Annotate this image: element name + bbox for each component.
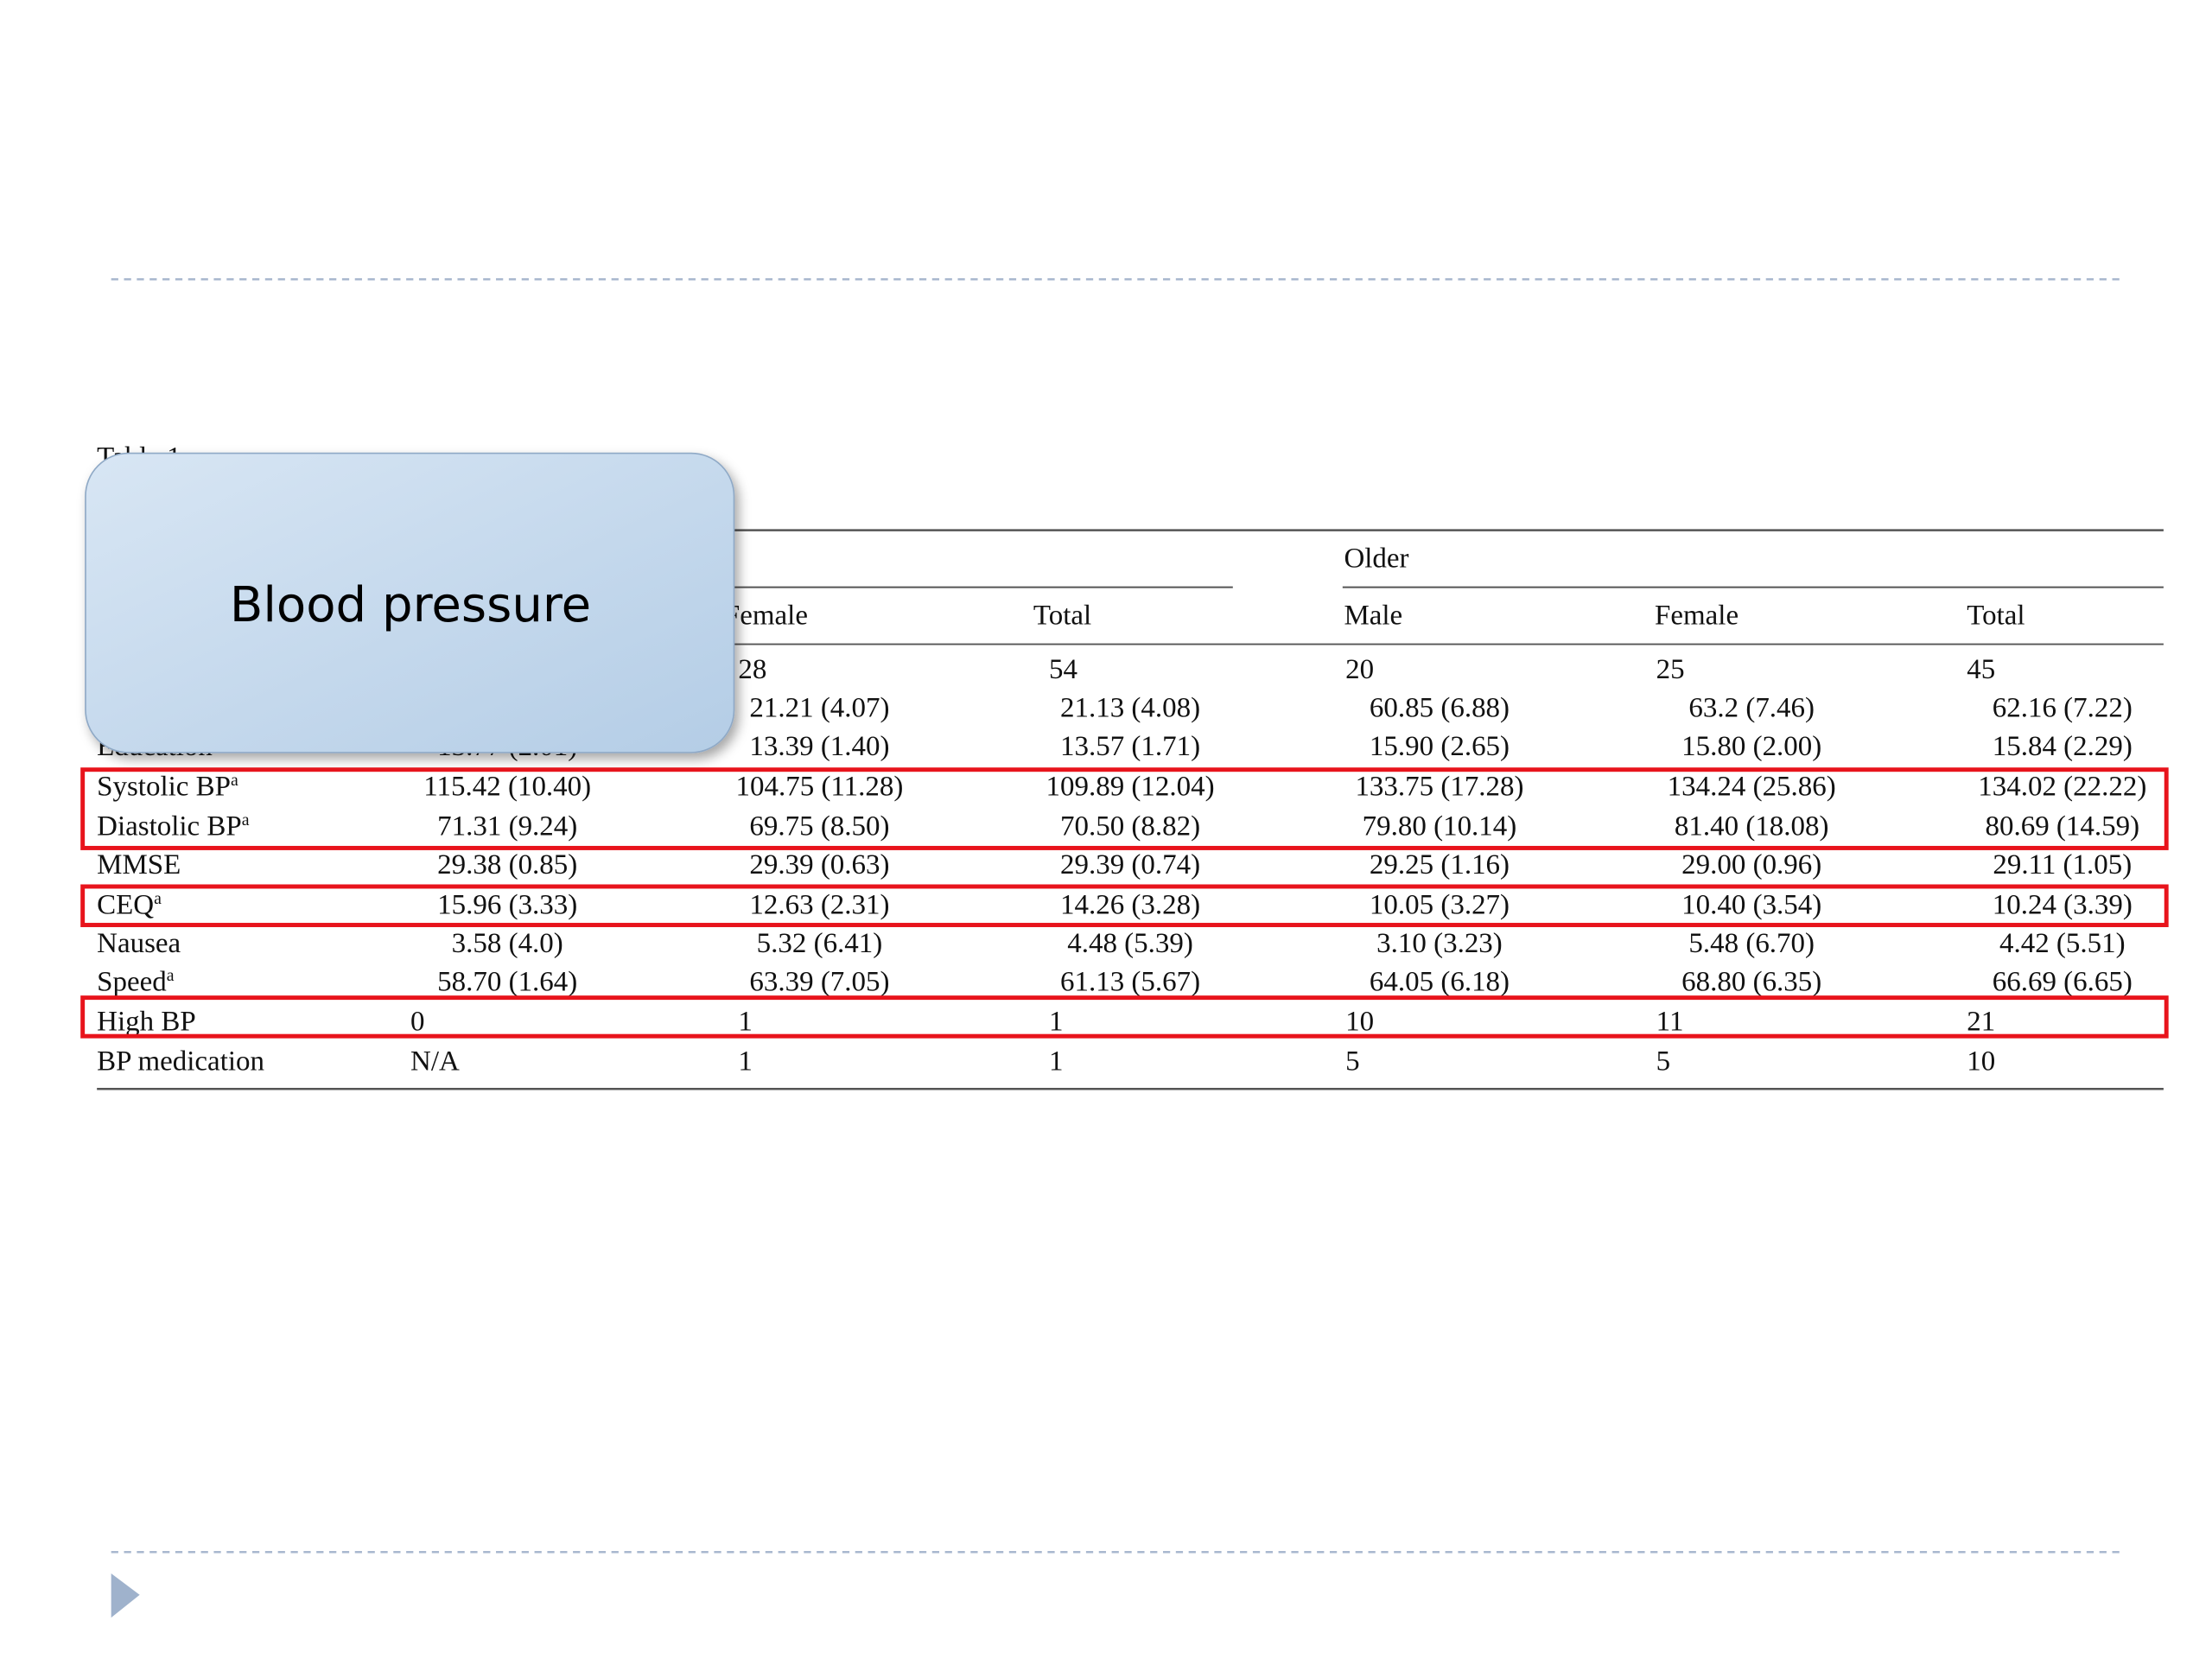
table-cell: 11 — [1656, 1007, 1684, 1038]
table-cell: 70.50 (8.82) — [1060, 811, 1200, 842]
table-cell: 21 — [1967, 1007, 1995, 1038]
row-label: Nausea — [97, 928, 181, 959]
table-cell: 1 — [1049, 1046, 1063, 1077]
column-header: Total — [1033, 600, 1091, 631]
callout-box — [85, 452, 735, 753]
table-cell: 25 — [1656, 654, 1685, 685]
table-cell: 63.2 (7.46) — [1688, 693, 1815, 724]
table-cell: 10 — [1967, 1046, 1995, 1077]
table-cell: 29.38 (0.85) — [437, 849, 577, 880]
table-cell: 69.75 (8.50) — [749, 811, 889, 842]
column-header: Female — [724, 600, 808, 631]
row-label-text: High BP — [97, 1007, 196, 1038]
table-cell: 29.00 (0.96) — [1681, 849, 1821, 880]
table-cell: 133.75 (17.28) — [1355, 771, 1523, 802]
table-cell: 10.24 (3.39) — [1993, 889, 2133, 920]
table-cell: 62.16 (7.22) — [1993, 693, 2133, 724]
table-cell: 79.80 (10.14) — [1363, 811, 1517, 842]
table-cell: 3.58 (4.0) — [452, 928, 563, 959]
table-cell: 10.05 (3.27) — [1370, 889, 1510, 920]
row-label-text: BP medication — [97, 1046, 264, 1077]
row-label: Speeda — [97, 966, 175, 998]
table-cell: 104.75 (11.28) — [736, 771, 904, 802]
table-cell: 1 — [738, 1007, 752, 1038]
highlights — [80, 767, 2169, 1039]
group-header: Older — [1344, 543, 1408, 574]
footnote-mark: a — [154, 889, 162, 908]
table-cell: 66.69 (6.65) — [1993, 966, 2133, 997]
table-cell: 3.10 (3.23) — [1376, 928, 1503, 959]
highlight-box — [80, 995, 2169, 1039]
row-label: High BP — [97, 1007, 196, 1038]
table-cell: 71.31 (9.24) — [437, 811, 577, 842]
footnote-mark: a — [231, 771, 238, 790]
table-cell: 20 — [1345, 654, 1374, 685]
column-header: Male — [1344, 600, 1402, 631]
table-cell: 15.84 (2.29) — [1993, 731, 2133, 762]
table-cell: 80.69 (14.59) — [1986, 811, 2140, 842]
column-header: Female — [1655, 600, 1738, 631]
table-cell: 4.42 (5.51) — [1999, 928, 2126, 959]
table-cell: 15.90 (2.65) — [1370, 731, 1510, 762]
table-cell: 54 — [1049, 654, 1077, 685]
table-cell: 29.25 (1.16) — [1370, 849, 1510, 880]
highlight-box — [80, 884, 2169, 927]
table-cell: 60.85 (6.88) — [1370, 693, 1510, 724]
row-label-text: Speed — [97, 966, 167, 997]
table-cell: 1 — [738, 1046, 752, 1077]
table-cell: 13.57 (1.71) — [1060, 731, 1200, 762]
table-cell: 5 — [1345, 1046, 1359, 1077]
table-cell: 5 — [1656, 1046, 1670, 1077]
table-cell: 63.39 (7.05) — [749, 966, 889, 997]
row-label-text: Nausea — [97, 928, 181, 959]
table-cell: N/A — [410, 1046, 460, 1077]
table-cell: 14.26 (3.28) — [1060, 889, 1200, 920]
footnote-mark: a — [167, 966, 175, 985]
table-cell: 68.80 (6.35) — [1681, 966, 1821, 997]
highlight-box — [80, 767, 2169, 850]
row-label: Systolic BPa — [97, 771, 238, 803]
table-cell: 15.80 (2.00) — [1681, 731, 1821, 762]
row-label: CEQa — [97, 889, 162, 921]
table-cell: 61.13 (5.67) — [1060, 966, 1200, 997]
row-label: MMSE — [97, 849, 181, 880]
table-cell: 5.32 (6.41) — [757, 928, 883, 959]
row-label: BP medication — [97, 1046, 264, 1077]
bullet-arrow — [111, 1573, 140, 1618]
table-cell: 64.05 (6.18) — [1370, 966, 1510, 997]
table-cell: 29.39 (0.74) — [1060, 849, 1200, 880]
table-cell: 28 — [738, 654, 766, 685]
table-cell: 10.40 (3.54) — [1681, 889, 1821, 920]
table: Table 1 Older MaleFemaleTotalMaleFemaleT… — [97, 442, 2164, 1090]
table-cell: 29.11 (1.05) — [1993, 849, 2132, 880]
row-label-text: MMSE — [97, 849, 181, 880]
table-cell: 109.89 (12.04) — [1046, 771, 1215, 802]
row-label-text: Diastolic BP — [97, 811, 242, 842]
row-label: Diastolic BPa — [97, 810, 250, 842]
table-cell: 0 — [410, 1007, 424, 1038]
row-label-text: CEQ — [97, 889, 154, 920]
table-cell: 12.63 (2.31) — [749, 889, 889, 920]
table-cell: 10 — [1345, 1007, 1374, 1038]
table-cell: 5.48 (6.70) — [1688, 928, 1815, 959]
table-cell: 134.02 (22.22) — [1978, 771, 2146, 802]
table-cell: 4.48 (5.39) — [1067, 928, 1193, 959]
callout-text: Blood pressure — [230, 577, 591, 633]
table-cell: 21.13 (4.08) — [1060, 693, 1200, 724]
table-cell: 21.21 (4.07) — [749, 693, 889, 724]
table-cell: 45 — [1967, 654, 1995, 685]
callout: Blood pressure — [85, 452, 735, 753]
table-cell: 134.24 (25.86) — [1668, 771, 1836, 802]
table-cell: 15.96 (3.33) — [437, 889, 577, 920]
row-label-text: Systolic BP — [97, 771, 231, 802]
table-cell: 1 — [1049, 1007, 1063, 1038]
table-cell: 81.40 (18.08) — [1675, 811, 1829, 842]
footnote-mark: a — [242, 810, 250, 830]
column-header: Total — [1967, 600, 2024, 631]
table-cell: 115.42 (10.40) — [423, 771, 591, 802]
table-cell: 29.39 (0.63) — [749, 849, 889, 880]
table-cell: 13.39 (1.40) — [749, 731, 889, 762]
table-cell: 58.70 (1.64) — [437, 966, 577, 997]
